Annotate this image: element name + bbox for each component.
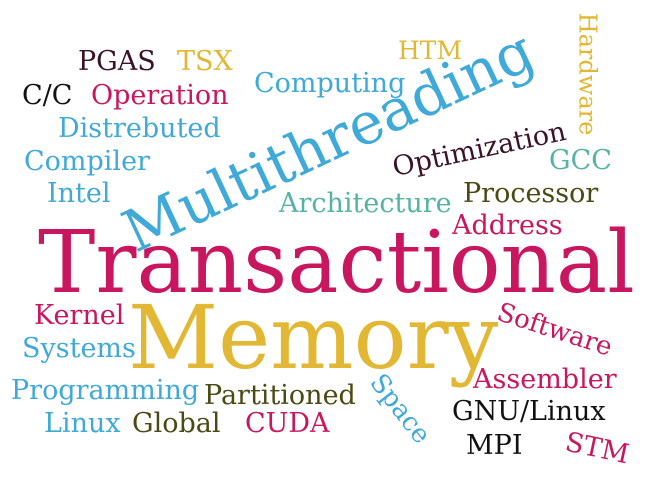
word-processor: Processor <box>463 178 599 209</box>
word-linux: Linux <box>44 408 121 439</box>
word-c-c: C/C <box>22 80 73 111</box>
word-htm: HTM <box>398 36 463 65</box>
word-operation: Operation <box>91 80 229 111</box>
word-partitioned: Partitioned <box>204 380 356 411</box>
word-pgas: PGAS <box>78 46 156 77</box>
word-tsx: TSX <box>177 46 233 77</box>
word-hardware: Hardware <box>573 12 602 136</box>
word-cuda: CUDA <box>245 408 330 439</box>
word-stm: STM <box>562 426 632 471</box>
word-programming: Programming <box>11 375 200 406</box>
word-systems: Systems <box>22 333 136 364</box>
word-mpi: MPI <box>466 430 523 461</box>
word-architecture: Architecture <box>279 188 452 219</box>
word-assembler: Assembler <box>473 364 617 395</box>
word-memory: Memory <box>128 286 499 389</box>
word-compiler: Compiler <box>24 146 150 177</box>
word-intel: Intel <box>47 178 111 209</box>
word-address: Address <box>452 210 563 241</box>
word-global: Global <box>132 408 221 439</box>
word-computing: Computing <box>254 68 406 99</box>
word-distrebuted: Distrebuted <box>58 113 221 144</box>
word-kernel: Kernel <box>34 300 125 331</box>
word-gnu-linux: GNU/Linux <box>452 396 606 427</box>
word-gcc: GCC <box>549 145 612 176</box>
word-transactional: Transactional <box>38 213 635 313</box>
